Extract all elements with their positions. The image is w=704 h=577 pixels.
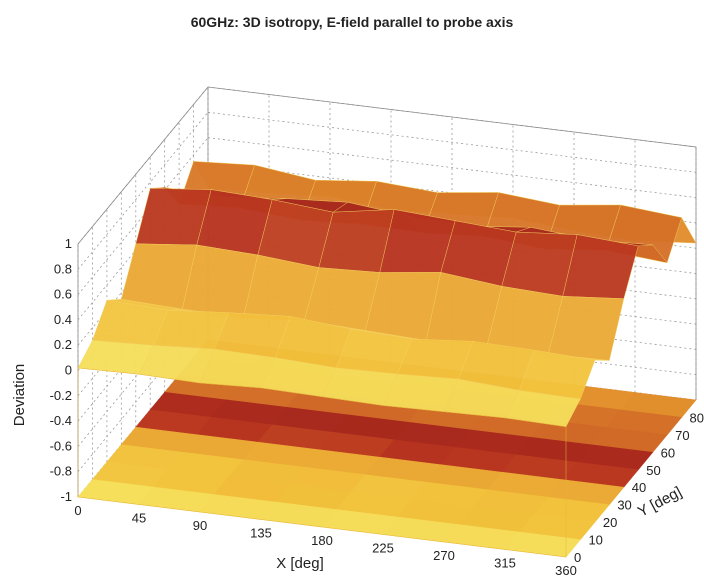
x-tick-label: 180 xyxy=(311,533,333,548)
y-tick-label: 60 xyxy=(661,445,675,460)
y-tick-label: 10 xyxy=(588,533,602,548)
z-tick-label: -0.2 xyxy=(50,388,72,403)
x-tick-label: 360 xyxy=(555,563,577,577)
z-tick-label: 0.8 xyxy=(54,261,72,276)
x-tick-label: 315 xyxy=(494,556,516,571)
grid-line-left-z xyxy=(77,314,209,472)
grid-line-back-z xyxy=(207,137,697,198)
z-tick-labels: 1 0.8 0.6 0.4 0.2 0 -0.2 -0.4 -0.6 -0.8 -1 xyxy=(50,236,72,504)
grid-line-back-z xyxy=(207,111,697,173)
y-tick-label: 30 xyxy=(617,498,631,513)
z-tick-label: -1 xyxy=(60,489,72,504)
z-tick-label: 0 xyxy=(65,363,72,378)
surface-mesh xyxy=(77,161,697,558)
surface-front-edge xyxy=(77,367,567,558)
x-tick-label: 135 xyxy=(250,526,272,541)
x-tick-label: 0 xyxy=(74,503,81,518)
x-tick-label: 90 xyxy=(193,518,207,533)
x-axis-label: X [deg] xyxy=(276,555,324,572)
y-tick-labels: 0102030405060708090 xyxy=(574,410,704,565)
y-tick-label: 0 xyxy=(574,550,581,565)
x-tick-label: 270 xyxy=(433,548,455,563)
x-tick-labels: 0 45 90 135 180 225 270 315 360 xyxy=(74,503,576,577)
chart-title: 60GHz: 3D isotropy, E-field parallel to … xyxy=(191,14,514,30)
y-tick-label: 20 xyxy=(603,515,617,530)
z-tick-label: 0.2 xyxy=(54,337,72,352)
y-tick-label: 40 xyxy=(632,480,646,495)
z-tick-label: -0.6 xyxy=(50,438,72,453)
box-edge-top xyxy=(77,86,697,400)
y-tick-label: 50 xyxy=(646,463,660,478)
z-tick-label: -0.4 xyxy=(50,413,72,428)
z-axis-label: Deviation xyxy=(11,364,28,427)
x-tick-label: 225 xyxy=(372,541,394,556)
x-tick-label: 45 xyxy=(132,511,146,526)
y-tick-label: 80 xyxy=(690,410,704,425)
z-tick-label: 0.6 xyxy=(54,287,72,302)
y-tick-label: 70 xyxy=(675,428,689,443)
z-tick-label: -0.8 xyxy=(50,464,72,479)
grid-line-left-z xyxy=(77,112,209,270)
z-tick-label: 0.4 xyxy=(54,312,72,327)
z-tick-label: 1 xyxy=(65,236,72,251)
